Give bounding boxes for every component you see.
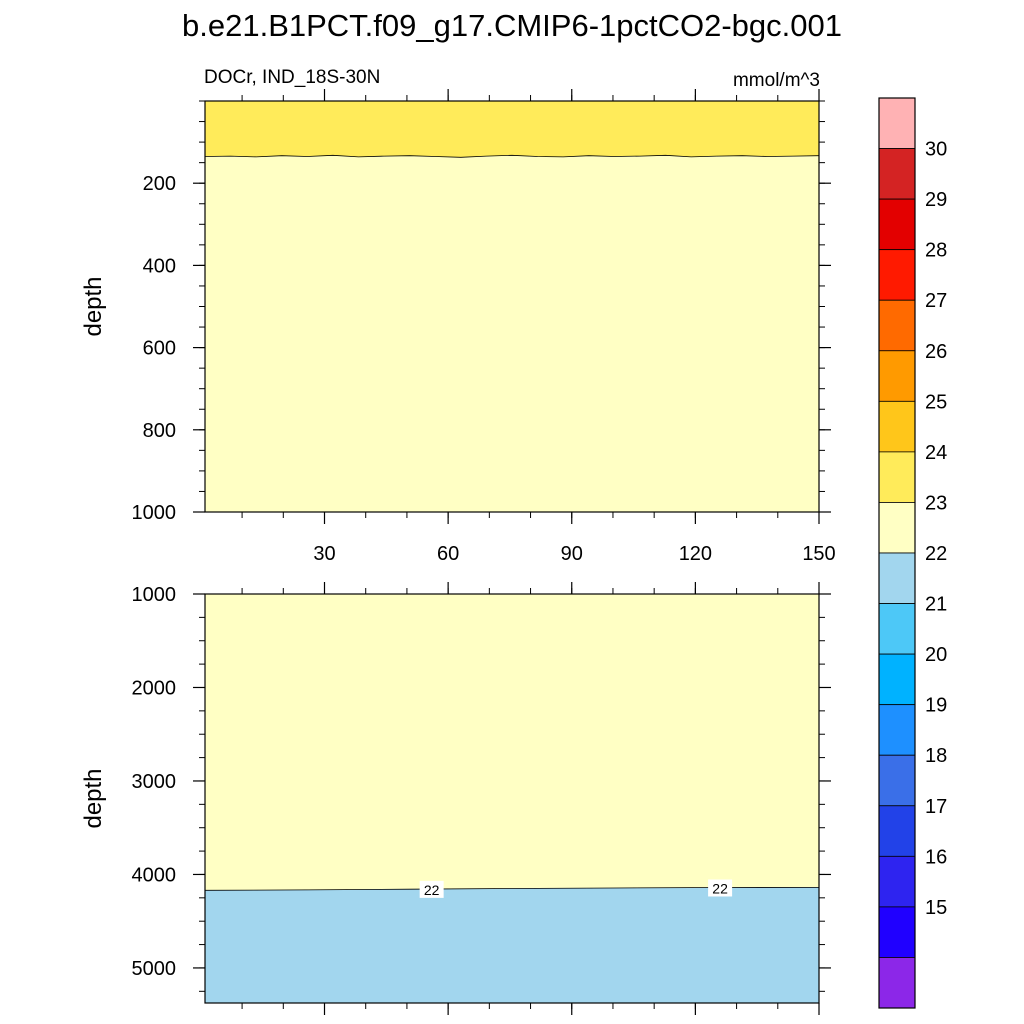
colorbar-box (878, 502, 916, 554)
colorbar-box (878, 957, 916, 1009)
y-tick-label: 4000 (132, 864, 177, 886)
contour-label: 22 (712, 880, 728, 896)
colorbar-label: 23 (925, 492, 947, 514)
contour-label-bg (708, 879, 733, 897)
colorbar-box (878, 906, 916, 958)
contour-label: 22 (424, 882, 440, 898)
colorbar-frame (878, 97, 916, 1009)
region-22-23 (205, 101, 819, 512)
colorbar-box (878, 400, 916, 453)
colorbar-label: 26 (925, 341, 947, 363)
colorbar-box (878, 97, 916, 149)
colorbar-box (878, 198, 916, 251)
colorbar-box (878, 350, 916, 402)
colorbar-label: 20 (925, 644, 947, 666)
colorbar-label: 22 (925, 543, 947, 565)
chart-title: b.e21.B1PCT.f09_g17.CMIP6-1pctCO2-bgc.00… (182, 8, 842, 43)
colorbar-label: 16 (925, 846, 947, 868)
y-axis-label: depth (80, 276, 107, 336)
panel-subtitle: DOCr, IND_18S-30N (204, 67, 380, 88)
colorbar-label: 29 (925, 189, 947, 211)
colorbar-box (878, 805, 916, 857)
bottom-panel: 22 22 1000 2000 3000 4000 5000 depth (80, 582, 831, 1015)
y-axis-label: depth (80, 768, 107, 828)
colorbar-label: 30 (925, 139, 947, 161)
region-23-24 (205, 101, 819, 158)
colorbar-label: 18 (925, 745, 947, 767)
colorbar-label: 24 (925, 442, 947, 464)
y-tick-label: 200 (143, 173, 176, 195)
colorbar-box (878, 704, 916, 756)
y-tick-label: 1000 (132, 502, 177, 524)
y-tick-label: 1000 (132, 584, 177, 606)
colorbar-box (878, 754, 916, 807)
region-22-23 (205, 594, 819, 891)
x-tick-label: 150 (802, 543, 835, 565)
contour-line (204, 154, 820, 158)
y-tick-label: 2000 (132, 677, 177, 699)
x-tick-label: 90 (561, 543, 583, 565)
y-tick-label: 600 (143, 338, 176, 360)
colorbar-box (878, 148, 916, 200)
plot-frame (204, 593, 820, 1004)
units-label: mmol/m^3 (733, 70, 820, 91)
colorbar-label: 27 (925, 290, 947, 312)
colorbar-label: 28 (925, 240, 947, 262)
colorbar-label: 19 (925, 695, 947, 717)
contour-label-bg (419, 880, 444, 898)
colorbar-box (878, 249, 916, 301)
y-tick-label: 5000 (132, 958, 177, 980)
colorbar-label: 21 (925, 594, 947, 616)
y-tick-label: 3000 (132, 771, 177, 793)
top-panel: 200 400 600 800 1000 30 60 90 120 150 depth (80, 89, 836, 565)
colorbar-box (878, 855, 916, 908)
y-tick-label: 800 (143, 420, 176, 442)
colorbar-box (878, 552, 916, 604)
colorbar-box (878, 653, 916, 706)
colorbar-label: 17 (925, 796, 947, 818)
colorbar-box (878, 299, 916, 352)
y-tick-label: 400 (143, 255, 176, 277)
colorbar: 30 29 28 27 26 25 24 23 22 21 20 19 18 17 16 15 (878, 97, 947, 1009)
colorbar-label: 15 (925, 897, 947, 919)
x-tick-label: 120 (679, 543, 712, 565)
x-tick-label: 60 (437, 543, 459, 565)
colorbar-box (878, 603, 916, 655)
colorbar-label: 25 (925, 391, 947, 413)
x-tick-label: 30 (313, 543, 335, 565)
colorbar-box (878, 451, 916, 503)
